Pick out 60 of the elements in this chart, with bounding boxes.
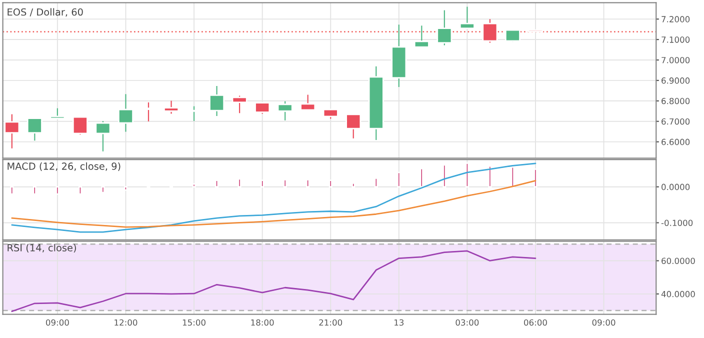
candlestick xyxy=(322,108,338,120)
candlestick xyxy=(26,118,42,142)
x-tick-label: 15:00 xyxy=(182,319,206,326)
x-tick-label: 13 xyxy=(394,319,404,326)
candlestick xyxy=(436,10,452,46)
y-tick-label: 60.0000 xyxy=(662,258,695,264)
bar xyxy=(397,172,401,188)
y-tick-label: 7.0000 xyxy=(662,56,690,64)
candlestick xyxy=(164,100,180,114)
bar xyxy=(374,178,378,188)
y-tick-label: 6.7000 xyxy=(662,118,690,125)
candlestick xyxy=(50,108,66,120)
chart-title: RSI (14, close) xyxy=(8,244,76,253)
candlestick xyxy=(209,85,225,117)
candlestick xyxy=(118,94,134,132)
x-tick-label: 09:00 xyxy=(592,319,616,326)
bar xyxy=(328,180,332,188)
y-tick-label: 7.2000 xyxy=(662,16,690,22)
candlestick xyxy=(4,114,20,149)
candlestick xyxy=(72,116,88,136)
bar xyxy=(442,164,446,188)
x-tick-label: 06:00 xyxy=(524,319,547,326)
candlestick xyxy=(459,6,475,29)
bar xyxy=(420,168,424,188)
y-tick-label: 7.1000 xyxy=(662,36,690,43)
bar xyxy=(78,186,82,195)
bar xyxy=(260,180,264,188)
candlestick xyxy=(95,120,111,152)
x-tick-label: 03:00 xyxy=(456,319,479,326)
candlestick xyxy=(414,25,430,48)
y-tick-label: 6.6000 xyxy=(662,138,690,146)
bar xyxy=(465,162,469,188)
chart-title: EOS / Dollar, 60 xyxy=(8,8,83,17)
y-tick-label: 6.8000 xyxy=(662,98,690,104)
bar xyxy=(488,165,492,188)
candlestick xyxy=(277,100,293,121)
y-tick-label: 0.0000 xyxy=(662,184,690,190)
bar xyxy=(32,186,36,195)
candlestick xyxy=(254,102,270,114)
bar xyxy=(56,186,60,195)
bar xyxy=(238,178,242,188)
x-tick-label: 12:00 xyxy=(114,319,138,326)
candlestick xyxy=(346,113,362,139)
bar xyxy=(511,166,514,188)
y-tick-label: 6.9000 xyxy=(662,77,690,84)
chart-title: MACD (12, 26, close, 9) xyxy=(8,162,120,172)
bar xyxy=(215,180,219,188)
y-tick-label: 40.0000 xyxy=(661,290,695,298)
line-series xyxy=(11,180,536,228)
x-tick-label: 21:00 xyxy=(319,319,342,326)
bar xyxy=(352,182,356,188)
x-tick-label: 18:00 xyxy=(251,319,274,326)
candlestick xyxy=(232,95,248,114)
x-tick-label: 09:00 xyxy=(46,319,69,326)
y-tick-label: -0.1000 xyxy=(661,220,693,226)
bar xyxy=(283,178,287,188)
bar xyxy=(306,178,310,188)
candlestick xyxy=(300,94,316,112)
bar xyxy=(101,186,105,194)
bar xyxy=(10,186,14,195)
